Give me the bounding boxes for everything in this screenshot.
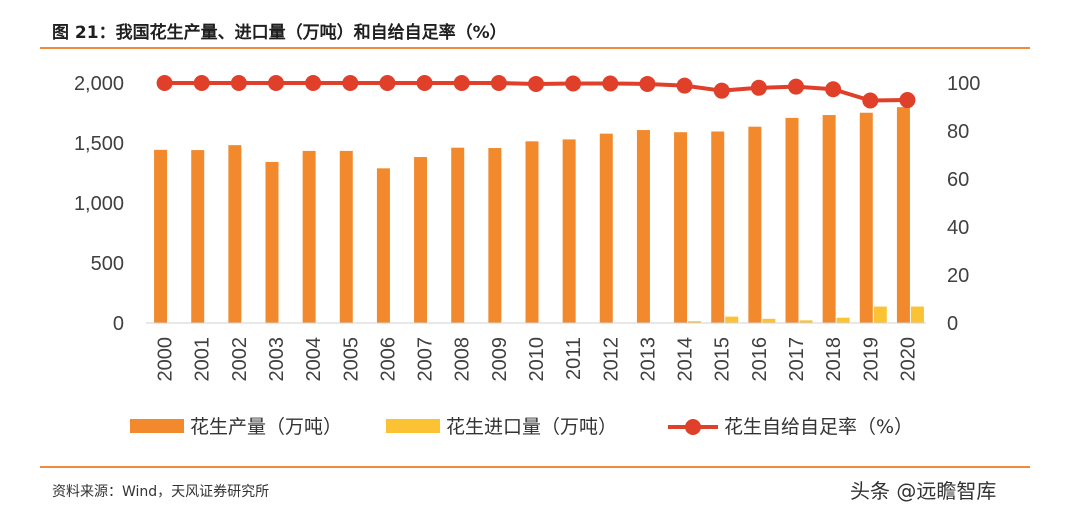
production-bar [414,157,428,323]
production-bar [562,139,576,323]
x-tick-label: 2013 [637,337,659,382]
right-axis: 0 20 40 60 80 100 [947,73,980,335]
x-tick-label: 2020 [897,337,919,382]
left-tick-label: 0 [113,313,124,335]
legend: 花生产量（万吨） 花生进口量（万吨） 花生自给自足率（%） [130,416,913,438]
footer-divider [40,466,1030,468]
left-tick-label: 500 [91,253,124,275]
x-tick-label: 2008 [452,337,474,382]
ratio-point [416,75,433,91]
ratio-point [899,92,916,109]
import-bar [688,321,702,323]
production-bar [154,149,168,323]
production-bar [376,168,390,323]
import-bar [910,306,924,323]
x-tick-label: 2012 [600,337,622,382]
ratio-line-group [156,75,916,109]
x-tick-label: 2019 [860,337,882,382]
ratio-point [788,78,804,95]
ratio-point [565,75,582,92]
legend-swatch-import [386,419,440,433]
import-bar [836,317,850,323]
legend-swatch-production [130,419,184,433]
x-tick-label: 2000 [155,337,177,382]
left-axis: 0 500 1,000 1,500 2,000 [74,73,124,335]
x-tick-label: 2001 [192,337,214,382]
ratio-point [379,75,396,91]
ratio-point [528,75,544,92]
ratio-point [825,81,842,98]
production-bar [711,131,725,323]
import-bar [873,306,887,323]
right-tick-label: 80 [947,121,969,143]
production-bar [488,148,502,323]
production-bar [859,112,873,323]
production-bar [451,147,465,323]
x-tick-label: 2018 [823,337,845,382]
ratio-point [713,82,730,99]
x-tick-label: 2014 [675,337,697,382]
ratio-point [156,75,173,91]
right-tick-label: 0 [947,313,958,335]
legend-label-ratio: 花生自给自足率（%） [724,416,913,438]
right-tick-label: 40 [947,217,969,239]
legend-swatch-ratio-marker [685,419,701,435]
production-bar [265,161,279,323]
ratio-point [453,75,470,91]
x-tick-label: 2006 [377,337,399,382]
x-tick-label: 2002 [229,337,251,382]
production-bar [636,130,650,323]
x-tick-label: 2010 [526,337,548,382]
left-tick-label: 2,000 [74,73,124,95]
production-bar [748,126,762,324]
x-tick-label: 2003 [266,337,288,382]
left-tick-label: 1,000 [74,193,124,215]
ratio-point [862,92,879,109]
production-bar [228,145,242,323]
ratio-point [750,79,767,96]
x-tick-label: 2005 [340,337,362,382]
x-axis: 2000 2001 2002 2003 2004 2005 2006 2007 2008 2009… [155,337,920,382]
right-tick-label: 60 [947,169,969,191]
source-note: 资料来源：Wind，天风证券研究所 [52,484,270,500]
production-bar [339,150,353,323]
ratio-point [193,75,210,91]
production-bar [822,115,836,323]
right-tick-label: 20 [947,265,969,287]
x-tick-label: 2015 [712,337,734,382]
right-tick-label: 100 [947,73,980,95]
chart-title: 图 21：我国花生产量、进口量（万吨）和自给自足率（%） [52,23,507,43]
production-bar [896,107,910,324]
ratio-point [639,75,656,92]
x-tick-label: 2007 [415,337,437,382]
x-tick-label: 2009 [489,337,511,382]
left-tick-label: 1,500 [74,133,124,155]
ratio-point [305,75,322,91]
ratio-point [342,75,359,91]
production-bar [599,133,613,323]
x-tick-label: 2004 [303,337,325,382]
watermark-text: 头条 @远瞻智库 [850,479,997,503]
import-bar [762,318,776,323]
title-divider [40,47,1030,49]
legend-label-import: 花生进口量（万吨） [446,416,617,438]
bars-group [154,107,924,324]
production-bar [191,150,205,323]
x-tick-label: 2016 [749,337,771,382]
production-bar [302,150,316,323]
ratio-point [230,75,247,91]
ratio-point [676,77,693,94]
ratio-point [268,75,284,91]
ratio-point [490,75,507,91]
production-bar [785,117,799,323]
import-bar [799,320,813,323]
import-bar [725,316,739,323]
x-tick-label: 2017 [786,337,808,382]
production-bar [674,132,688,323]
x-tick-label: 2011 [563,337,585,380]
legend-label-production: 花生产量（万吨） [190,416,342,438]
ratio-point [602,75,619,92]
production-bar [525,141,539,323]
